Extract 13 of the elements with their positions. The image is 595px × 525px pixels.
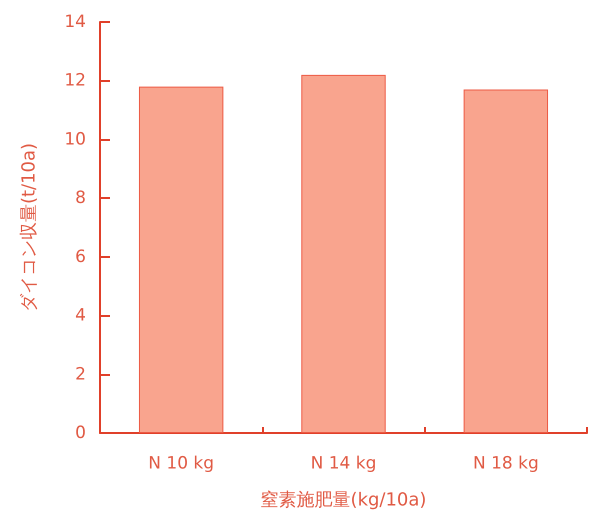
x-tick-label: N 10 kg [148,454,214,474]
y-tick-label: 8 [75,188,86,208]
x-tick-label: N 14 kg [310,454,376,474]
y-tick-label: 12 [64,70,86,91]
y-tick-label: 14 [64,12,86,32]
x-tick-label: N 18 kg [472,454,539,474]
y-axis-title: ダイコン収量(t/10a) [18,142,40,312]
x-axis-title: 窒素施肥量(kg/10a) [260,490,426,510]
y-tick-label: 0 [75,423,86,443]
y-tick-label: 4 [75,306,86,326]
y-tick-label: 6 [75,246,86,267]
y-tick-label: 10 [64,129,86,150]
y-tick-label: 2 [75,364,86,384]
